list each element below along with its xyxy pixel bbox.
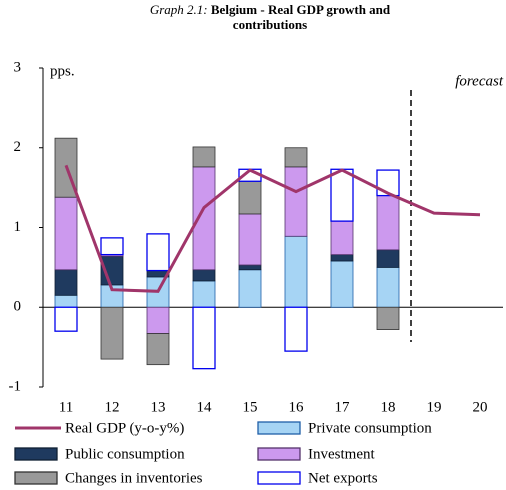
bar-segment: [192, 306, 216, 370]
legend-label: Public consumption: [65, 446, 185, 462]
bar-segment: [330, 254, 354, 262]
bar-segment: [146, 306, 170, 334]
legend-swatch: [257, 447, 301, 461]
bar-segment: [192, 166, 216, 271]
y-tick-label: 0: [14, 299, 22, 315]
chart-title: Graph 2.1: Belgium - Real GDP growth and…: [130, 2, 410, 32]
bar-segment: [238, 213, 262, 266]
legend-swatch: [14, 447, 58, 461]
legend-label: Net exports: [308, 470, 378, 486]
bar-segment: [284, 147, 308, 168]
bar-segment: [100, 237, 124, 256]
bar-segment: [376, 195, 400, 251]
bar-segment: [284, 306, 308, 352]
x-tick-label: 12: [105, 399, 120, 415]
legend-label: Real GDP (y-o-y%): [65, 420, 184, 436]
bar-segment: [192, 280, 216, 308]
legend-swatch: [257, 421, 301, 435]
bar-segment: [284, 166, 308, 237]
bar-segment: [192, 269, 216, 282]
bar-segment: [330, 260, 354, 308]
bar-segment: [330, 168, 354, 222]
x-tick-label: 14: [197, 399, 213, 415]
bar-segment: [54, 306, 78, 332]
bar-segment: [238, 269, 262, 308]
legend-swatch: [14, 471, 58, 485]
bar-segment: [376, 249, 400, 268]
x-tick-label: 15: [243, 399, 258, 415]
legend-label: Investment: [308, 446, 375, 462]
legend-label: Private consumption: [308, 420, 432, 436]
y-tick-label: 1: [14, 219, 22, 235]
y-axis-label: pps.: [50, 63, 75, 79]
legend-swatch: [257, 471, 301, 485]
bar-segment: [238, 180, 262, 215]
bar-segment: [330, 220, 354, 256]
y-tick-label: 2: [14, 139, 22, 155]
y-tick-label: 3: [14, 59, 22, 75]
x-tick-label: 11: [59, 399, 73, 415]
x-tick-label: 19: [427, 399, 442, 415]
bar-segment: [376, 306, 400, 330]
title: Belgium - Real GDP growth and contributi…: [210, 2, 391, 32]
bar-segment: [54, 294, 78, 308]
x-tick-label: 17: [335, 399, 351, 415]
bar-segment: [376, 266, 400, 308]
x-tick-label: 16: [289, 399, 305, 415]
bar-segment: [146, 333, 170, 366]
bar-segment: [54, 269, 78, 296]
x-tick-label: 18: [381, 399, 396, 415]
x-tick-label: 20: [473, 399, 488, 415]
bar-segment: [284, 235, 308, 308]
bar-segment: [146, 233, 170, 272]
y-tick-label: -1: [9, 378, 22, 394]
title-label: Graph 2.1:: [149, 2, 208, 17]
bar-segment: [192, 146, 216, 168]
bar-segment: [100, 306, 124, 360]
bar-segment: [54, 196, 78, 271]
bar-segment: [238, 264, 262, 271]
gdp-line: [64, 164, 481, 293]
annotation: forecast: [455, 73, 504, 89]
x-tick-label: 13: [151, 399, 166, 415]
legend-label: Changes in inventories: [65, 470, 203, 486]
